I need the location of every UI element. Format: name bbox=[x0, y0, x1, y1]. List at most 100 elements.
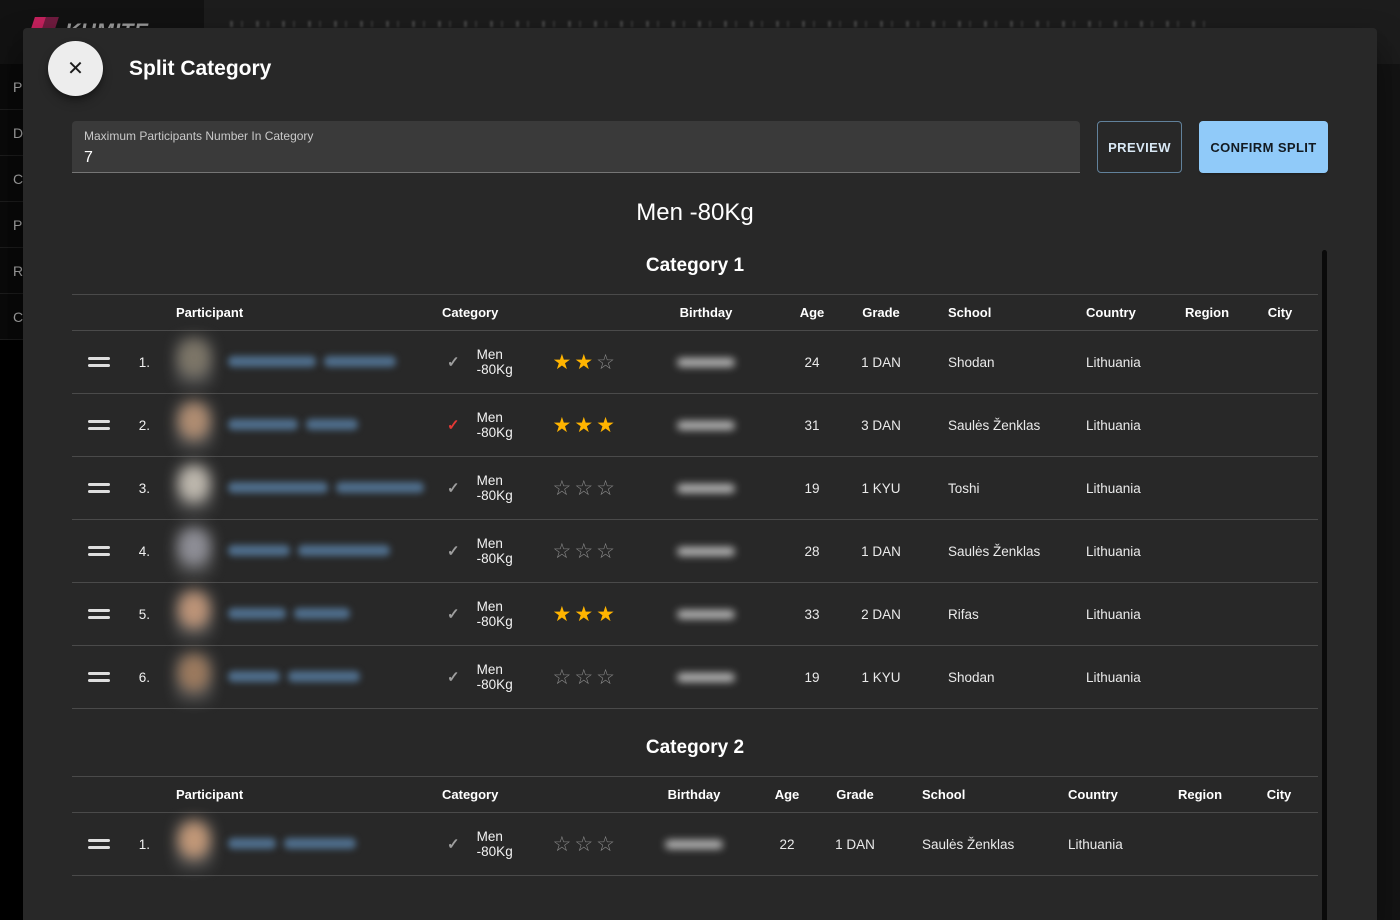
drag-handle-icon[interactable] bbox=[88, 668, 110, 686]
rating-stars: ★★☆ bbox=[553, 352, 618, 373]
participant-avatar bbox=[173, 523, 215, 579]
column-header: Grade bbox=[804, 787, 906, 802]
row-index: 6. bbox=[126, 670, 172, 685]
school-cell: Rifas bbox=[932, 607, 1070, 622]
close-button[interactable]: ✕ bbox=[48, 41, 103, 96]
row-index: 4. bbox=[126, 544, 172, 559]
modal-scrollbar-thumb[interactable] bbox=[1322, 250, 1327, 920]
star-empty-icon: ☆ bbox=[596, 833, 618, 856]
star-empty-icon: ☆ bbox=[574, 477, 596, 500]
star-empty-icon: ☆ bbox=[596, 477, 618, 500]
category-cell: ✓Men -80Kg☆☆☆ bbox=[440, 662, 618, 692]
participant-name-link[interactable] bbox=[228, 482, 424, 493]
redacted-name bbox=[298, 545, 390, 556]
participant-name-link[interactable] bbox=[228, 419, 358, 430]
drag-handle-icon[interactable] bbox=[88, 416, 110, 434]
max-participants-input[interactable]: Maximum Participants Number In Category … bbox=[72, 121, 1080, 173]
participant-name-link[interactable] bbox=[228, 356, 396, 367]
controls-row: Maximum Participants Number In Category … bbox=[72, 121, 1351, 173]
redacted-name bbox=[228, 671, 280, 682]
school-cell: Shodan bbox=[932, 670, 1070, 685]
redacted-birthday bbox=[677, 484, 735, 493]
star-filled-icon: ★ bbox=[553, 414, 575, 437]
drag-handle-icon[interactable] bbox=[88, 542, 110, 560]
category-label: Men -80Kg bbox=[477, 347, 542, 377]
grade-cell: 1 DAN bbox=[830, 544, 932, 559]
participant-avatar bbox=[173, 816, 215, 872]
birthday-cell bbox=[618, 610, 794, 619]
school-cell: Saulės Ženklas bbox=[932, 544, 1070, 559]
avatar-cell bbox=[172, 649, 224, 705]
country-cell: Lithuania bbox=[1070, 418, 1172, 433]
grade-cell: 3 DAN bbox=[830, 418, 932, 433]
column-header: Age bbox=[770, 787, 804, 802]
category-label: Men -80Kg bbox=[477, 536, 542, 566]
check-icon: ✓ bbox=[447, 542, 465, 560]
handle-cell bbox=[72, 542, 126, 560]
category-cell: ✓ Men -80Kg ☆☆☆ bbox=[440, 536, 618, 566]
star-filled-icon: ★ bbox=[574, 351, 596, 374]
rating-stars: ☆☆☆ bbox=[553, 541, 618, 562]
category-label: Men -80Kg bbox=[477, 473, 542, 503]
check-icon: ✓ bbox=[447, 479, 465, 497]
school-cell: Saulės Ženklas bbox=[932, 418, 1070, 433]
section-title: Category 2 bbox=[72, 737, 1318, 759]
check-icon: ✓ bbox=[447, 605, 465, 623]
participant-name-link[interactable] bbox=[228, 608, 350, 619]
handle-cell bbox=[72, 479, 126, 497]
school-cell: Shodan bbox=[932, 355, 1070, 370]
avatar-cell bbox=[172, 586, 224, 642]
column-header: Participant bbox=[172, 305, 440, 320]
participant-name-link[interactable] bbox=[228, 838, 356, 849]
table-row: 4.✓Men -80Kg☆☆☆281 DANSaulės ŽenklasLith… bbox=[72, 519, 1318, 582]
drag-handle-icon[interactable] bbox=[88, 605, 110, 623]
table-row: 1.✓Men -80Kg☆☆☆221 DANSaulės ŽenklasLith… bbox=[72, 812, 1318, 875]
close-icon: ✕ bbox=[67, 59, 84, 79]
category-cell: ✓Men -80Kg☆☆☆ bbox=[440, 829, 618, 859]
topbar-obscured-text bbox=[230, 21, 1215, 27]
age-cell: 31 bbox=[794, 418, 830, 433]
redacted-name bbox=[306, 419, 358, 430]
column-header: Region bbox=[1172, 305, 1242, 320]
participant-name-link[interactable] bbox=[228, 545, 390, 556]
table-header-row: ParticipantCategoryBirthdayAgeGradeSchoo… bbox=[72, 294, 1318, 330]
max-participants-label: Maximum Participants Number In Category bbox=[84, 129, 1066, 143]
column-header: Country bbox=[1052, 787, 1162, 802]
drag-handle-icon[interactable] bbox=[88, 479, 110, 497]
star-empty-icon: ☆ bbox=[553, 833, 575, 856]
preview-button[interactable]: PREVIEW bbox=[1097, 121, 1182, 173]
redacted-name bbox=[228, 608, 286, 619]
age-cell: 19 bbox=[794, 670, 830, 685]
participant-name-link[interactable] bbox=[228, 671, 360, 682]
category-cell: ✓Men -80Kg★★★ bbox=[440, 599, 618, 629]
birthday-cell bbox=[618, 547, 794, 556]
category-label: Men -80Kg bbox=[477, 829, 542, 859]
participants-table: ParticipantCategoryBirthdayAgeGradeSchoo… bbox=[72, 294, 1318, 709]
drag-handle-icon[interactable] bbox=[88, 835, 110, 853]
table-row: 2.✓Men -80Kg★★★313 DANSaulės ŽenklasLith… bbox=[72, 393, 1318, 456]
check-icon: ✓ bbox=[447, 416, 465, 434]
category-label: Men -80Kg bbox=[477, 410, 542, 440]
redacted-name bbox=[228, 545, 290, 556]
country-cell: Lithuania bbox=[1070, 481, 1172, 496]
table-row: 5.✓Men -80Kg★★★332 DANRifasLithuania bbox=[72, 582, 1318, 645]
birthday-cell bbox=[618, 358, 794, 367]
column-header: School bbox=[906, 787, 1052, 802]
redacted-name bbox=[228, 356, 316, 367]
country-cell: Lithuania bbox=[1052, 837, 1162, 852]
column-header: Birthday bbox=[618, 787, 770, 802]
school-cell: Toshi bbox=[932, 481, 1070, 496]
country-cell: Lithuania bbox=[1070, 355, 1172, 370]
drag-handle-icon[interactable] bbox=[88, 353, 110, 371]
grade-cell: 1 DAN bbox=[804, 837, 906, 852]
confirm-split-button[interactable]: CONFIRM SPLIT bbox=[1199, 121, 1328, 173]
school-cell: Saulės Ženklas bbox=[906, 837, 1052, 852]
redacted-name bbox=[336, 482, 424, 493]
redacted-name bbox=[288, 671, 360, 682]
redacted-birthday bbox=[677, 610, 735, 619]
handle-cell bbox=[72, 668, 126, 686]
birthday-cell bbox=[618, 421, 794, 430]
star-filled-icon: ★ bbox=[574, 414, 596, 437]
star-empty-icon: ☆ bbox=[596, 351, 618, 374]
participant-avatar bbox=[173, 586, 215, 642]
